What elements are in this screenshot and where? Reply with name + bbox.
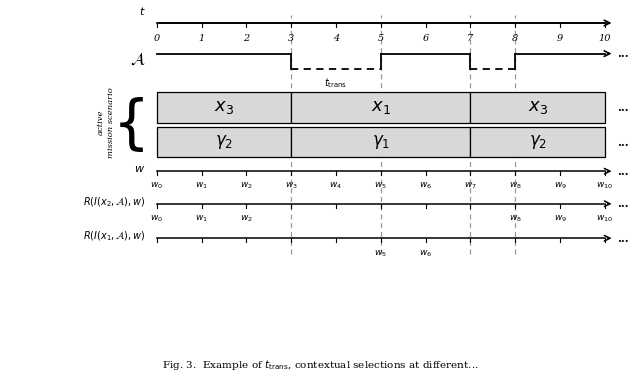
Text: 8: 8 (512, 34, 518, 43)
Text: $w_1$: $w_1$ (195, 181, 208, 191)
Text: $R(I(x_2,\mathcal{A}),w)$: $R(I(x_2,\mathcal{A}),w)$ (83, 195, 145, 209)
Text: $w_4$: $w_4$ (330, 181, 342, 191)
Text: $\{$: $\{$ (112, 95, 144, 154)
Text: $\mathcal{A}$: $\mathcal{A}$ (130, 51, 145, 68)
Text: $w$: $w$ (134, 164, 145, 174)
Bar (470, 127, 605, 157)
Text: $x_1$: $x_1$ (371, 98, 391, 116)
Text: $w_{10}$: $w_{10}$ (596, 213, 613, 224)
Text: 3: 3 (288, 34, 294, 43)
Text: 4: 4 (333, 34, 339, 43)
Text: $t_{\mathrm{trans}}$: $t_{\mathrm{trans}}$ (324, 77, 348, 90)
Text: $w_8$: $w_8$ (509, 213, 522, 224)
Text: 7: 7 (467, 34, 474, 43)
Text: 2: 2 (243, 34, 250, 43)
Text: 1: 1 (198, 34, 205, 43)
Text: $x_3$: $x_3$ (527, 98, 548, 116)
Text: $w_2$: $w_2$ (240, 181, 253, 191)
Text: $w_3$: $w_3$ (285, 181, 298, 191)
Text: $w_0$: $w_0$ (150, 181, 163, 191)
Text: $w_5$: $w_5$ (374, 248, 387, 259)
Text: ...: ... (617, 233, 628, 244)
Bar (291, 92, 470, 123)
Text: $w_9$: $w_9$ (554, 181, 566, 191)
Text: Fig. 3.  Example of $t_{\mathrm{trans}}$, contextual selections at different...: Fig. 3. Example of $t_{\mathrm{trans}}$,… (162, 358, 478, 372)
Text: $w_9$: $w_9$ (554, 213, 566, 224)
Text: $w_6$: $w_6$ (419, 248, 432, 259)
Bar (470, 92, 605, 123)
Text: 6: 6 (422, 34, 429, 43)
Text: 0: 0 (154, 34, 160, 43)
Text: $\gamma_2$: $\gamma_2$ (215, 133, 233, 151)
Text: $\gamma_1$: $\gamma_1$ (372, 133, 390, 151)
Text: $w_1$: $w_1$ (195, 213, 208, 224)
Bar (157, 92, 291, 123)
Text: $w_{10}$: $w_{10}$ (596, 181, 613, 191)
Text: $t$: $t$ (139, 5, 145, 17)
Text: ...: ... (617, 102, 628, 113)
Text: ...: ... (617, 198, 628, 209)
Text: ...: ... (617, 137, 628, 147)
Text: $w_0$: $w_0$ (150, 213, 163, 224)
Text: $w_7$: $w_7$ (464, 181, 477, 191)
Text: 10: 10 (598, 34, 611, 43)
Text: $R(I(x_1,\mathcal{A}),w)$: $R(I(x_1,\mathcal{A}),w)$ (83, 229, 145, 243)
Text: 5: 5 (378, 34, 384, 43)
Text: 9: 9 (557, 34, 563, 43)
Text: ...: ... (617, 48, 628, 59)
Text: $w_8$: $w_8$ (509, 181, 522, 191)
Bar (157, 127, 291, 157)
Text: active
mission scenario: active mission scenario (97, 87, 115, 158)
Bar (291, 127, 470, 157)
Text: $\gamma_2$: $\gamma_2$ (529, 133, 547, 151)
Text: $x_3$: $x_3$ (214, 98, 234, 116)
Text: ...: ... (617, 166, 628, 177)
Text: $w_2$: $w_2$ (240, 213, 253, 224)
Text: $w_6$: $w_6$ (419, 181, 432, 191)
Text: $w_5$: $w_5$ (374, 181, 387, 191)
